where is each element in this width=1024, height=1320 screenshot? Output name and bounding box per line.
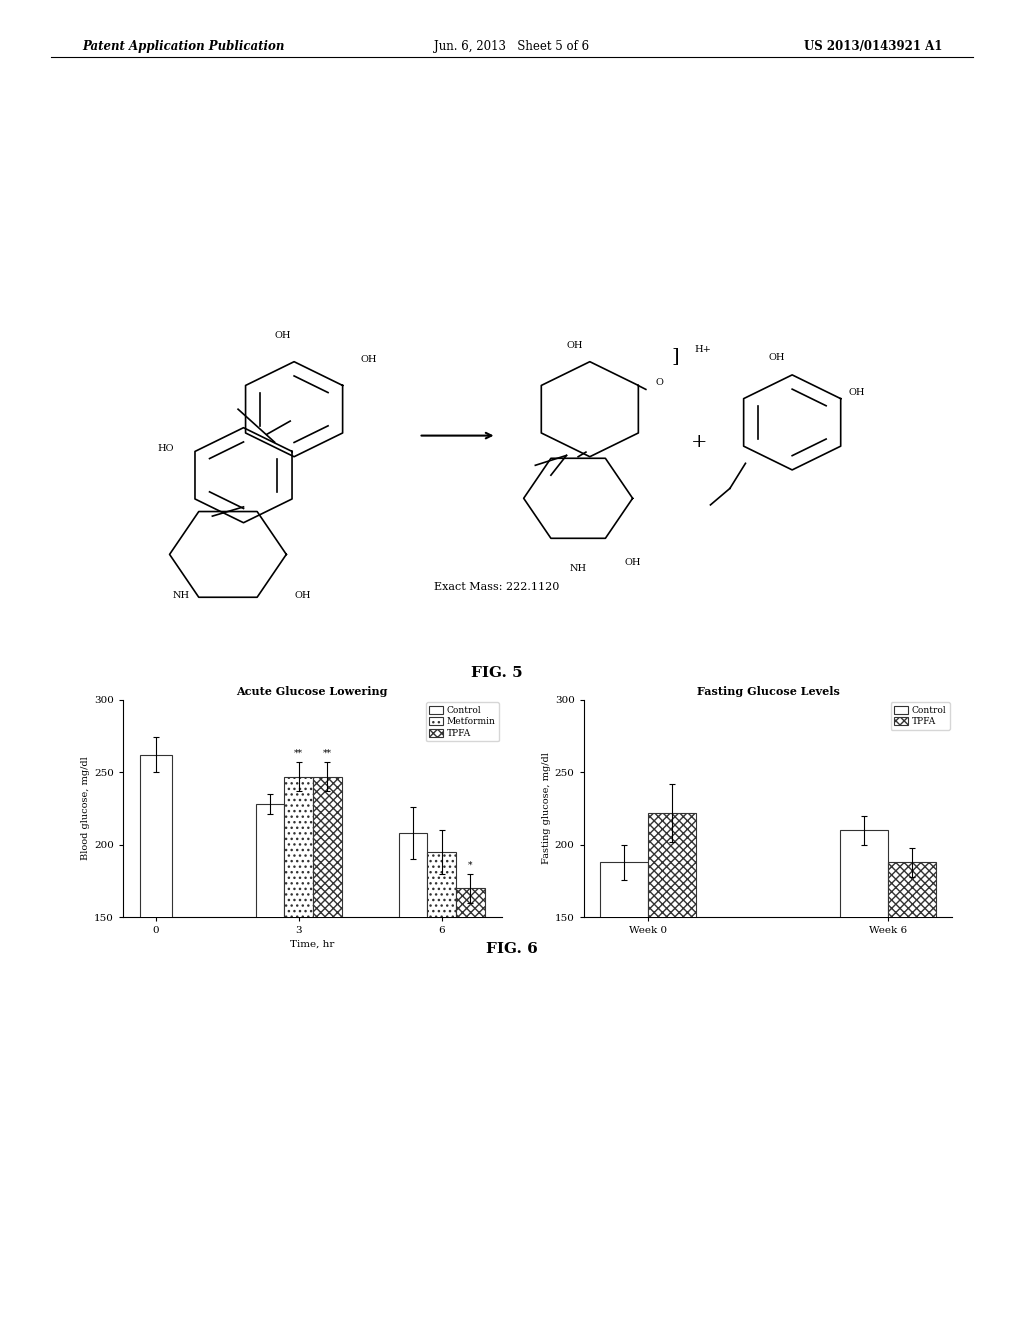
Bar bbox=[140, 755, 172, 1135]
Title: Acute Glucose Lowering: Acute Glucose Lowering bbox=[237, 686, 388, 697]
Text: O: O bbox=[656, 379, 664, 387]
Text: FIG. 6: FIG. 6 bbox=[486, 942, 538, 957]
Bar bbox=[256, 804, 285, 1135]
Text: OH: OH bbox=[294, 591, 310, 599]
Text: OH: OH bbox=[768, 352, 784, 362]
Bar bbox=[313, 776, 342, 1135]
Text: US 2013/0143921 A1: US 2013/0143921 A1 bbox=[804, 40, 942, 53]
Text: **: ** bbox=[323, 748, 332, 758]
Bar bbox=[888, 862, 936, 1135]
Bar bbox=[456, 888, 484, 1135]
Text: NH: NH bbox=[173, 591, 189, 599]
Text: Patent Application Publication: Patent Application Publication bbox=[82, 40, 285, 53]
Text: **: ** bbox=[294, 748, 303, 758]
Text: ]: ] bbox=[672, 347, 679, 366]
Bar bbox=[648, 813, 696, 1135]
Text: Jun. 6, 2013   Sheet 5 of 6: Jun. 6, 2013 Sheet 5 of 6 bbox=[434, 40, 590, 53]
Legend: Control, Metformin, TPFA: Control, Metformin, TPFA bbox=[426, 702, 499, 742]
Bar bbox=[398, 833, 427, 1135]
Text: Exact Mass: 222.1120: Exact Mass: 222.1120 bbox=[434, 582, 559, 593]
Text: +: + bbox=[690, 433, 707, 451]
Bar bbox=[427, 853, 456, 1135]
Text: *: * bbox=[468, 861, 472, 870]
Text: H+: H+ bbox=[695, 346, 712, 354]
Y-axis label: Blood glucose, mg/dl: Blood glucose, mg/dl bbox=[81, 756, 90, 861]
Text: OH: OH bbox=[625, 557, 641, 566]
Text: HO: HO bbox=[157, 445, 173, 453]
Text: OH: OH bbox=[360, 355, 377, 364]
Text: OH: OH bbox=[848, 388, 864, 397]
Text: OH: OH bbox=[566, 341, 583, 350]
Text: OH: OH bbox=[274, 331, 291, 341]
Bar bbox=[600, 862, 648, 1135]
Title: Fasting Glucose Levels: Fasting Glucose Levels bbox=[696, 686, 840, 697]
X-axis label: Time, hr: Time, hr bbox=[290, 940, 335, 949]
Text: FIG. 5: FIG. 5 bbox=[471, 667, 522, 680]
Legend: Control, TPFA: Control, TPFA bbox=[891, 702, 949, 730]
Bar bbox=[840, 830, 888, 1135]
Text: NH: NH bbox=[569, 565, 587, 573]
Bar bbox=[285, 776, 313, 1135]
Y-axis label: Fasting glucose, mg/dl: Fasting glucose, mg/dl bbox=[542, 752, 551, 865]
